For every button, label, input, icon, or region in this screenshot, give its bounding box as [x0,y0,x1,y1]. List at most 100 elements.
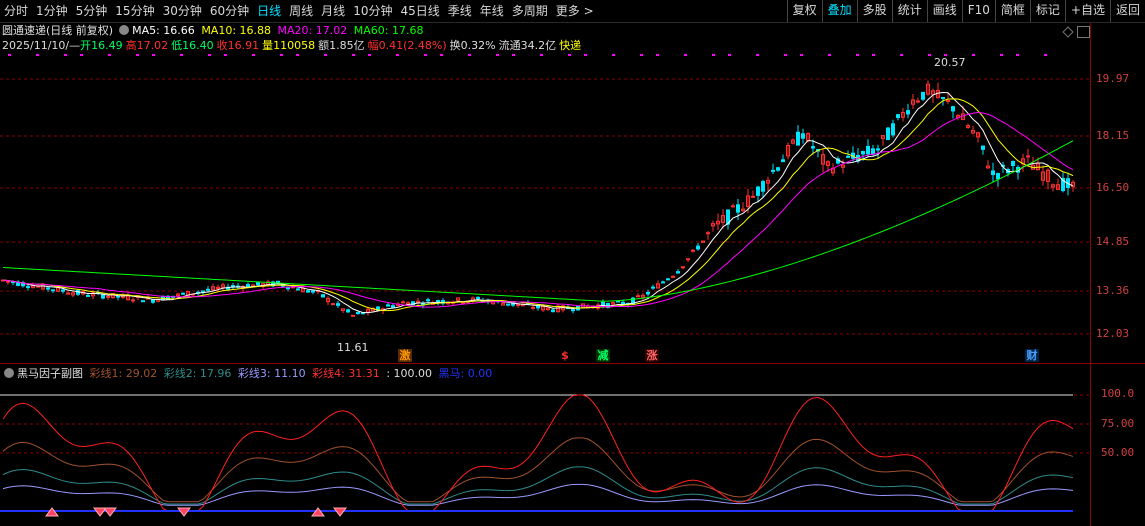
candle-body [931,90,935,95]
signal-dot [468,54,471,56]
period-tab[interactable]: 分时 [4,4,29,18]
toolbar-button[interactable]: F10 [961,0,995,22]
settings-circle-icon[interactable] [119,25,130,35]
settings-circle-icon[interactable] [4,368,14,378]
toolbar-button[interactable]: 复权 [786,0,822,22]
cl2-line [2,466,1074,505]
candle-body [411,301,415,306]
signal-dot [568,54,571,56]
candle-body [106,295,110,298]
candle-body [846,155,850,158]
signal-dot [684,54,687,56]
candle-body [116,295,120,298]
period-tab[interactable]: 5分钟 [75,4,108,18]
toolbar-button[interactable]: 画线 [926,0,962,22]
toolbar-button[interactable]: 统计 [891,0,927,22]
candle-body [886,127,890,141]
cl2-label: 彩线2: 17.96 [163,367,232,380]
change-label: 幅0.41(2.48%) [367,39,447,52]
candle-body [981,145,985,150]
toolbar-button[interactable]: 叠加 [821,0,857,22]
period-tabs: 分时 1分钟 5分钟 15分钟 30分钟 60分钟 日线 周线 月线 10分钟 45日线 季线 年线 多周… [0,0,598,22]
signal-zhang[interactable]: 涨 [645,349,659,362]
period-tab[interactable]: 45日线 [400,4,440,18]
signal-dot [584,54,587,56]
signal-dot [324,54,327,56]
candle-body [821,154,825,165]
price-tick: 12.03 [1096,327,1130,340]
candle-body [51,289,55,292]
ma5-label: MA5: 16.66 [132,24,195,37]
candle-body [571,309,575,312]
candle-body [91,292,95,297]
period-tab[interactable]: 更多 > [555,4,594,18]
signal-dot [872,54,875,56]
ma20-line [2,111,1074,308]
toolbar-button[interactable]: +自选 [1064,0,1110,22]
candle-body [1051,184,1055,188]
candle-body [326,297,330,303]
candle-body [941,96,945,99]
candle-body [26,286,30,289]
ma5-line [2,92,1074,314]
window-toggle-icon[interactable] [1077,26,1090,38]
signal-dot [496,54,499,56]
signal-dot [252,54,255,56]
signal-dollar[interactable]: $ [561,349,569,362]
candle-body [216,286,220,290]
period-tab[interactable]: 15分钟 [115,4,155,18]
signal-dot [900,54,903,56]
period-tab[interactable]: 多周期 [511,4,548,18]
candle-body [201,290,205,293]
period-tab[interactable]: 1分钟 [36,4,68,18]
candle-body [636,295,640,298]
signal-cai[interactable]: 财 [1025,349,1039,362]
candle-body [391,305,395,308]
candle-body [876,148,880,151]
signal-dot [80,54,83,56]
price-tick: 18.15 [1096,129,1130,142]
signal-dot [512,54,515,56]
period-tab[interactable]: 季线 [447,4,472,18]
high-label: 高17.02 [125,39,169,52]
period-tab[interactable]: 周线 [289,4,314,18]
candle-body [691,249,695,252]
candle-body [756,186,760,196]
signal-dot [1016,54,1019,56]
period-tab[interactable]: 年线 [479,4,504,18]
signal-dot [440,54,443,56]
toolbar-button[interactable]: 多股 [856,0,892,22]
signal-dot [136,54,139,56]
high-annotation: 20.57 [934,56,966,69]
period-tab[interactable]: 60分钟 [209,4,250,18]
signal-dot [712,54,715,56]
candle-body [761,181,765,192]
signal-jian[interactable]: 减 [596,349,610,362]
close-label: 收16.91 [216,39,260,52]
toolbar-button[interactable]: 返回 [1109,0,1145,22]
signal-dot [108,54,111,56]
period-tab[interactable]: 月线 [321,4,346,18]
amount-label: 额1.85亿 [318,39,365,52]
toolbar-button[interactable]: 简框 [994,0,1030,22]
candle-body [881,135,885,139]
signal-dot [296,54,299,56]
candle-body [461,301,465,304]
candle-body [426,299,430,302]
sector-tag[interactable]: 快递 [559,39,582,52]
period-tab[interactable]: 30分钟 [162,4,202,18]
signal-dot [656,54,659,56]
cl1-line [2,437,1074,503]
period-tab[interactable]: 10分钟 [353,4,393,18]
ma10-line [2,98,1074,312]
period-tab[interactable]: 日线 [257,4,282,18]
signal-dot [352,54,355,56]
signal-ji[interactable]: 激 [398,349,412,362]
candle-body [516,303,520,306]
signal-dot [36,54,39,56]
toolbar-button[interactable]: 标记 [1029,0,1065,22]
candle-body [771,169,775,172]
float-cap-label: 流通34.2亿 [498,39,557,52]
candle-body [321,294,325,298]
